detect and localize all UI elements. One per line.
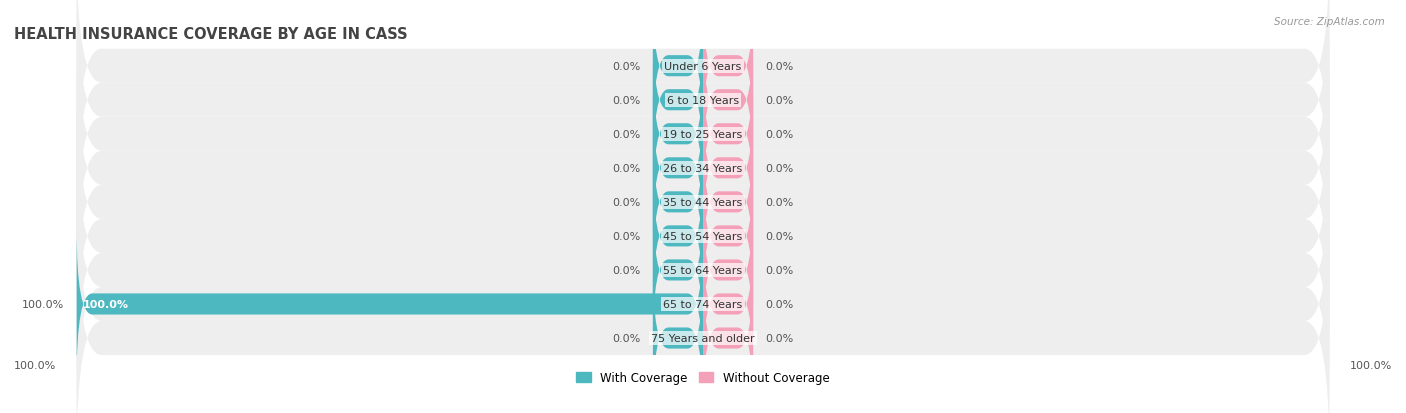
Text: 100.0%: 100.0% xyxy=(1350,360,1392,370)
FancyBboxPatch shape xyxy=(77,83,1329,321)
FancyBboxPatch shape xyxy=(77,0,1329,185)
Text: 0.0%: 0.0% xyxy=(612,197,640,207)
Text: 0.0%: 0.0% xyxy=(766,197,794,207)
FancyBboxPatch shape xyxy=(652,60,703,209)
Text: 45 to 54 Years: 45 to 54 Years xyxy=(664,231,742,241)
Text: 100.0%: 100.0% xyxy=(22,299,65,309)
FancyBboxPatch shape xyxy=(77,152,1329,389)
Legend: With Coverage, Without Coverage: With Coverage, Without Coverage xyxy=(572,367,834,389)
Text: Source: ZipAtlas.com: Source: ZipAtlas.com xyxy=(1274,17,1385,26)
FancyBboxPatch shape xyxy=(652,196,703,345)
FancyBboxPatch shape xyxy=(703,0,754,141)
FancyBboxPatch shape xyxy=(652,0,703,141)
Text: HEALTH INSURANCE COVERAGE BY AGE IN CASS: HEALTH INSURANCE COVERAGE BY AGE IN CASS xyxy=(14,26,408,41)
FancyBboxPatch shape xyxy=(77,185,1329,413)
FancyBboxPatch shape xyxy=(652,128,703,277)
Text: 0.0%: 0.0% xyxy=(612,333,640,343)
FancyBboxPatch shape xyxy=(652,26,703,175)
FancyBboxPatch shape xyxy=(703,26,754,175)
Text: 0.0%: 0.0% xyxy=(612,95,640,105)
FancyBboxPatch shape xyxy=(703,128,754,277)
Text: 0.0%: 0.0% xyxy=(766,231,794,241)
FancyBboxPatch shape xyxy=(703,60,754,209)
FancyBboxPatch shape xyxy=(77,0,1329,219)
Text: 55 to 64 Years: 55 to 64 Years xyxy=(664,265,742,275)
Text: 100.0%: 100.0% xyxy=(14,360,56,370)
FancyBboxPatch shape xyxy=(703,94,754,243)
Text: 0.0%: 0.0% xyxy=(612,164,640,173)
FancyBboxPatch shape xyxy=(703,264,754,413)
Text: 0.0%: 0.0% xyxy=(766,333,794,343)
Text: 0.0%: 0.0% xyxy=(766,95,794,105)
FancyBboxPatch shape xyxy=(77,230,703,379)
Text: 0.0%: 0.0% xyxy=(766,129,794,140)
Text: 19 to 25 Years: 19 to 25 Years xyxy=(664,129,742,140)
Text: 0.0%: 0.0% xyxy=(766,265,794,275)
FancyBboxPatch shape xyxy=(703,196,754,345)
FancyBboxPatch shape xyxy=(703,162,754,311)
FancyBboxPatch shape xyxy=(652,264,703,413)
Text: 65 to 74 Years: 65 to 74 Years xyxy=(664,299,742,309)
FancyBboxPatch shape xyxy=(652,162,703,311)
FancyBboxPatch shape xyxy=(652,94,703,243)
Text: 6 to 18 Years: 6 to 18 Years xyxy=(666,95,740,105)
Text: 0.0%: 0.0% xyxy=(612,265,640,275)
Text: 0.0%: 0.0% xyxy=(612,231,640,241)
FancyBboxPatch shape xyxy=(77,16,1329,253)
FancyBboxPatch shape xyxy=(77,50,1329,287)
Text: 100.0%: 100.0% xyxy=(83,299,129,309)
Text: 75 Years and older: 75 Years and older xyxy=(651,333,755,343)
Text: Under 6 Years: Under 6 Years xyxy=(665,62,741,71)
Text: 0.0%: 0.0% xyxy=(612,129,640,140)
Text: 0.0%: 0.0% xyxy=(612,62,640,71)
FancyBboxPatch shape xyxy=(703,230,754,379)
Text: 0.0%: 0.0% xyxy=(766,299,794,309)
Text: 0.0%: 0.0% xyxy=(766,62,794,71)
Text: 26 to 34 Years: 26 to 34 Years xyxy=(664,164,742,173)
FancyBboxPatch shape xyxy=(77,219,1329,413)
FancyBboxPatch shape xyxy=(77,117,1329,355)
Text: 35 to 44 Years: 35 to 44 Years xyxy=(664,197,742,207)
Text: 0.0%: 0.0% xyxy=(766,164,794,173)
